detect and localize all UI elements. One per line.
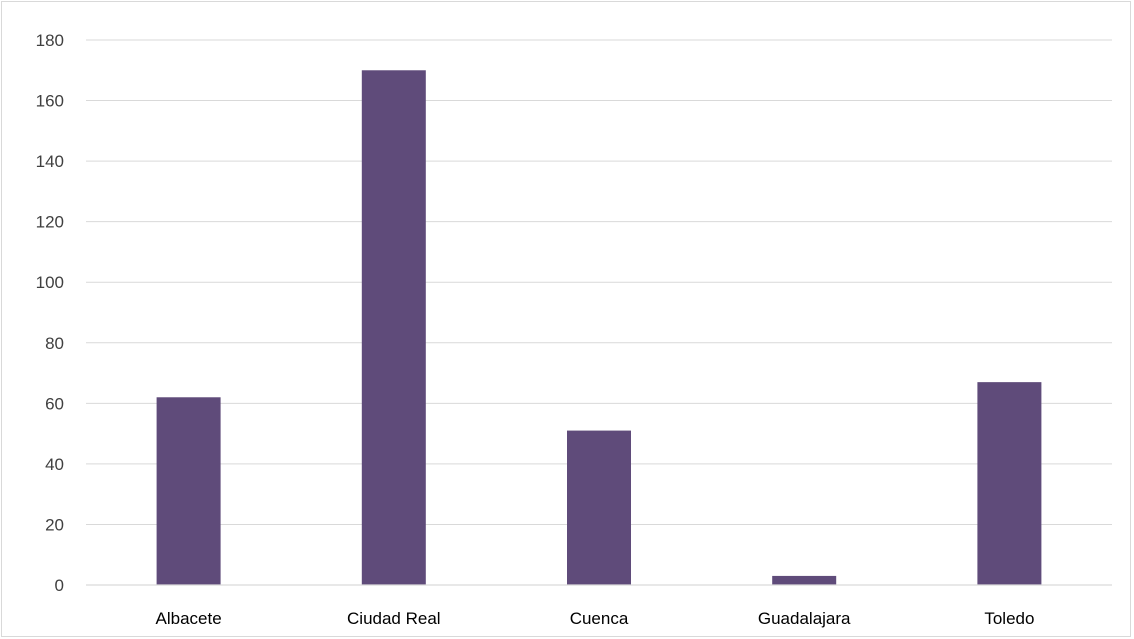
y-tick-label: 20 bbox=[45, 515, 64, 534]
y-tick-label: 160 bbox=[36, 92, 64, 111]
gridlines bbox=[86, 39, 1112, 525]
bar-albacete bbox=[156, 397, 221, 585]
bar-guadalajara bbox=[772, 575, 837, 585]
x-category-label: Ciudad Real bbox=[347, 609, 441, 628]
y-tick-label: 100 bbox=[36, 273, 64, 292]
y-tick-label: 140 bbox=[36, 152, 64, 171]
x-axis-category-labels: Albacete Ciudad Real Cuenca Guadalajara Tole… bbox=[156, 609, 1035, 628]
y-tick-label: 40 bbox=[45, 455, 64, 474]
y-tick-label: 0 bbox=[55, 576, 64, 595]
y-tick-label: 80 bbox=[45, 334, 64, 353]
bar-ciudad-real bbox=[361, 70, 426, 586]
bar-cuenca bbox=[567, 430, 631, 585]
x-category-label: Albacete bbox=[156, 609, 222, 628]
bar-toledo bbox=[977, 382, 1042, 585]
y-tick-label: 120 bbox=[36, 213, 64, 232]
y-axis-tick-labels: 0 20 40 60 80 100 120 140 160 180 bbox=[36, 31, 64, 595]
y-tick-label: 60 bbox=[45, 394, 64, 413]
y-tick-label: 180 bbox=[36, 31, 64, 50]
x-category-label: Toledo bbox=[984, 609, 1034, 628]
bars bbox=[156, 70, 1042, 586]
x-category-label: Guadalajara bbox=[758, 609, 851, 628]
x-category-label: Cuenca bbox=[570, 609, 629, 628]
